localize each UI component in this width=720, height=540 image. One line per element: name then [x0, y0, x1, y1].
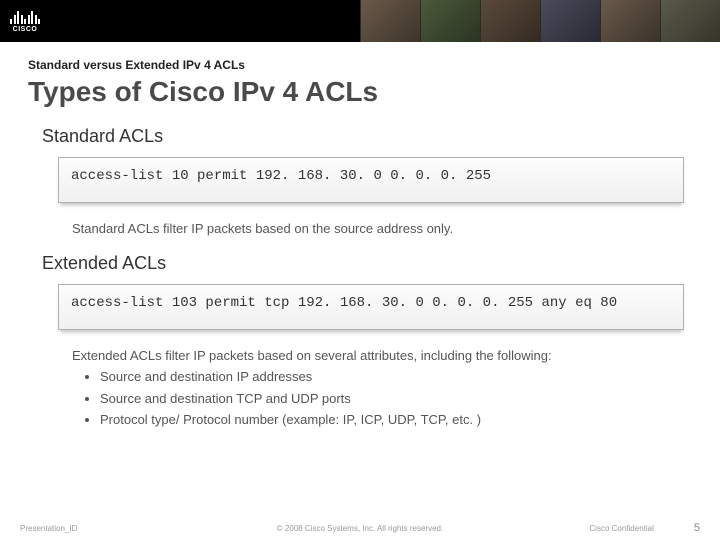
- slide-content: Standard versus Extended IPv 4 ACLs Type…: [0, 42, 720, 430]
- extended-code-box: access-list 103 permit tcp 192. 168. 30.…: [58, 284, 684, 330]
- banner-photo: [600, 0, 660, 42]
- extended-bullet: Source and destination IP addresses: [100, 367, 672, 387]
- footer-copyright: © 2008 Cisco Systems, Inc. All rights re…: [277, 524, 443, 533]
- extended-heading: Extended ACLs: [42, 253, 692, 274]
- standard-caption: Standard ACLs filter IP packets based on…: [72, 219, 672, 239]
- cisco-logo-bars: [10, 10, 40, 24]
- banner-photo: [480, 0, 540, 42]
- footer-page-number: 5: [694, 522, 700, 534]
- standard-section: Standard ACLs access-list 10 permit 192.…: [28, 126, 692, 239]
- extended-bullet-list: Source and destination IP addresses Sour…: [72, 367, 672, 430]
- standard-code-box: access-list 10 permit 192. 168. 30. 0 0.…: [58, 157, 684, 203]
- extended-caption: Extended ACLs filter IP packets based on…: [72, 346, 672, 430]
- banner-photo: [540, 0, 600, 42]
- top-banner: CISCO: [0, 0, 720, 42]
- slide-title: Types of Cisco IPv 4 ACLs: [28, 76, 692, 108]
- banner-photo-strip: [360, 0, 720, 42]
- banner-photo: [660, 0, 720, 42]
- slide-footer: Presentation_ID © 2008 Cisco Systems, In…: [0, 522, 720, 534]
- extended-section: Extended ACLs access-list 103 permit tcp…: [28, 253, 692, 430]
- footer-confidential: Cisco Confidential: [589, 524, 653, 533]
- cisco-logo: CISCO: [10, 10, 40, 33]
- extended-caption-intro: Extended ACLs filter IP packets based on…: [72, 348, 552, 363]
- extended-bullet: Protocol type/ Protocol number (example:…: [100, 410, 672, 430]
- footer-presentation-id: Presentation_ID: [20, 524, 77, 533]
- standard-heading: Standard ACLs: [42, 126, 692, 147]
- banner-photo: [420, 0, 480, 42]
- cisco-logo-text: CISCO: [13, 26, 38, 33]
- slide-kicker: Standard versus Extended IPv 4 ACLs: [28, 58, 692, 72]
- banner-photo: [360, 0, 420, 42]
- extended-bullet: Source and destination TCP and UDP ports: [100, 389, 672, 409]
